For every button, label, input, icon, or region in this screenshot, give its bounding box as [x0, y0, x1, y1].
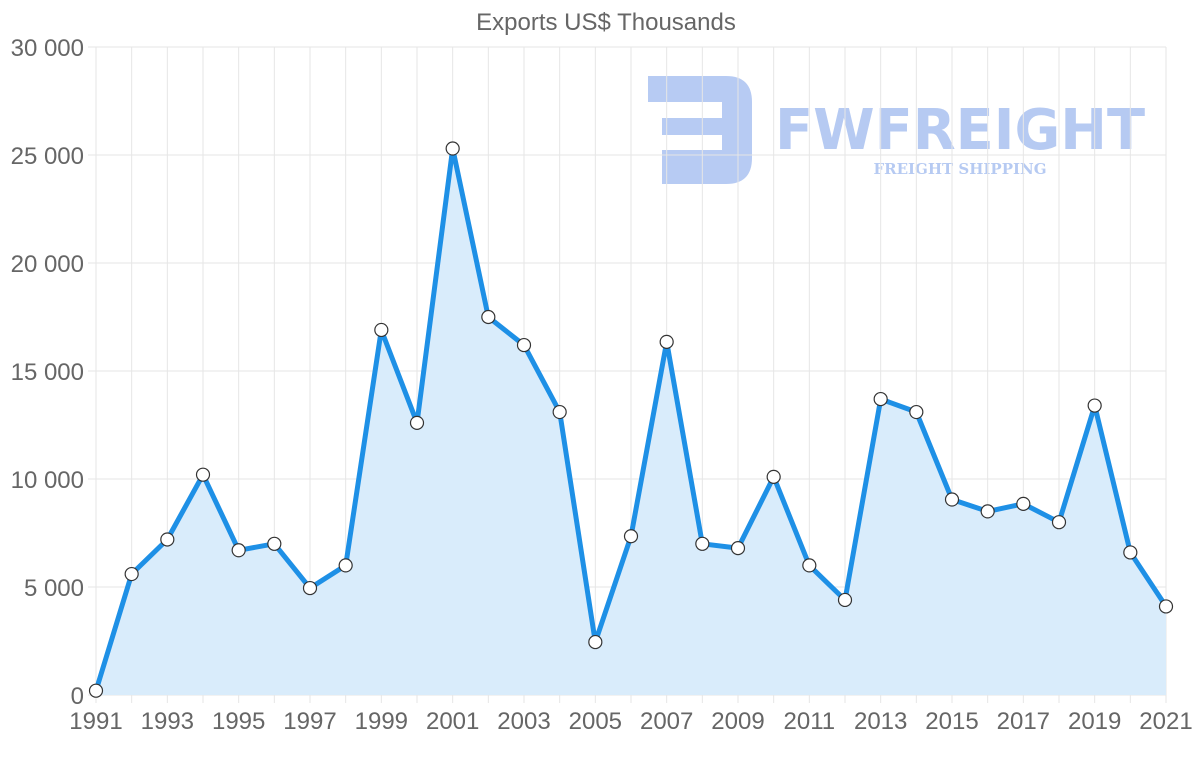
data-point — [1051, 515, 1067, 530]
y-tick-label: 30 000 — [11, 35, 84, 62]
data-point — [409, 415, 425, 430]
y-tick-label: 0 — [71, 683, 84, 710]
x-tick-label: 1999 — [355, 708, 408, 735]
data-point — [837, 592, 853, 608]
x-tick-label: 2003 — [497, 708, 550, 735]
data-point — [1158, 599, 1174, 614]
data-point — [766, 469, 781, 484]
x-tick-label: 2007 — [640, 708, 693, 735]
y-tick-label: 10 000 — [11, 467, 84, 494]
data-point — [88, 683, 104, 698]
x-tick-label: 2017 — [997, 708, 1050, 735]
chart-title: Exports US$ Thousands — [476, 9, 736, 36]
x-tick-label: 2001 — [426, 708, 479, 735]
x-tick-label: 1997 — [283, 708, 336, 735]
data-point — [195, 467, 211, 482]
x-tick-label: 2015 — [925, 708, 978, 735]
data-point — [695, 536, 710, 551]
data-point — [909, 404, 924, 420]
x-tick-label: 1993 — [141, 708, 194, 735]
data-point — [267, 536, 282, 551]
data-point — [802, 558, 817, 573]
y-tick-label: 15 000 — [11, 359, 84, 386]
data-point — [231, 543, 246, 558]
data-point — [1016, 496, 1031, 511]
markers-layer — [88, 141, 1174, 698]
data-point — [302, 580, 318, 596]
data-point — [445, 141, 460, 156]
watermark-tagline: FREIGHT SHIPPING — [873, 160, 1046, 178]
y-tick-label: 20 000 — [11, 251, 84, 278]
data-point — [338, 558, 353, 573]
watermark-brand: FWFREIGHT — [775, 98, 1145, 163]
x-tick-label: 2011 — [784, 708, 836, 735]
x-tick-label: 2009 — [711, 708, 764, 735]
x-tick-label: 2021 — [1139, 708, 1192, 735]
data-point — [730, 541, 746, 556]
y-tick-label: 5 000 — [24, 575, 84, 602]
data-point — [873, 391, 888, 407]
x-tick-label: 2013 — [854, 708, 907, 735]
data-point — [124, 566, 139, 582]
y-axis: 0 5 000 10 000 15 000 20 000 25 000 30 000 — [11, 35, 84, 710]
data-point — [623, 529, 639, 544]
x-tick-label: 2005 — [569, 708, 622, 735]
data-point — [1123, 545, 1138, 560]
x-axis: 1991 1993 1995 1997 1999 2001 2003 2005 2007 2009… — [69, 708, 1192, 735]
data-point — [588, 634, 603, 650]
data-point — [516, 337, 532, 353]
data-point — [160, 532, 175, 547]
data-point — [481, 309, 496, 325]
data-point — [374, 322, 389, 338]
x-tick-label: 1995 — [212, 708, 265, 735]
y-tick-label: 25 000 — [11, 143, 84, 170]
data-point — [944, 492, 960, 507]
watermark-logo: FWFREIGHT FREIGHT SHIPPING — [648, 76, 1145, 184]
data-point — [659, 334, 674, 349]
data-point — [552, 404, 567, 420]
series-area — [96, 148, 1166, 695]
x-tick-label: 1991 — [69, 708, 122, 735]
data-point — [1087, 398, 1102, 413]
x-tick-label: 2019 — [1068, 708, 1121, 735]
data-point — [980, 504, 995, 519]
logo-mark-icon — [648, 76, 752, 184]
